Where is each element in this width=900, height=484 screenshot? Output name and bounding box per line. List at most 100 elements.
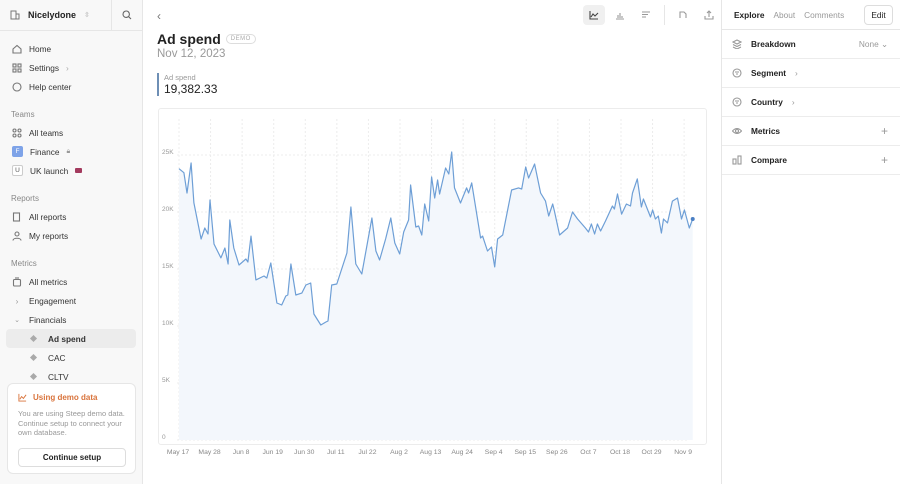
x-tick-label: Sep 26 [546, 449, 568, 456]
refresh-icon [679, 11, 687, 18]
nav-label: CLTV [48, 371, 69, 382]
x-tick-label: Sep 4 [484, 449, 503, 456]
divider [664, 5, 665, 25]
segment-row[interactable]: Segment › [722, 59, 900, 88]
nav-team-finance[interactable]: F Finance 🔒︎ [6, 142, 136, 161]
nav-team-uk-launch[interactable]: U UK launch [6, 161, 136, 180]
nav-all-teams[interactable]: All teams [6, 123, 136, 142]
x-tick-label: Jun 8 [232, 449, 250, 456]
add-metric-button[interactable]: + [880, 124, 888, 138]
nav-label: CAC [48, 352, 66, 363]
help-icon [12, 81, 22, 92]
share-icon [704, 10, 714, 20]
nav-label: All metrics [29, 276, 68, 287]
team-badge: U [12, 165, 23, 176]
chart: 0 5K 10K 15K 20K 25K [158, 108, 707, 445]
add-compare-button[interactable]: + [880, 153, 888, 167]
x-tick-label: Nov 9 [674, 449, 692, 456]
tab-comments[interactable]: Comments [804, 9, 845, 20]
nav-label: All teams [29, 127, 64, 138]
nav-all-metrics[interactable]: All metrics [6, 272, 136, 291]
row-label: Segment [751, 68, 787, 78]
row-label: Metrics [751, 126, 781, 136]
continue-setup-button[interactable]: Continue setup [18, 447, 126, 467]
filter-icon [732, 97, 742, 107]
edit-button[interactable]: Edit [864, 5, 893, 25]
y-tick-label: 15K [162, 263, 174, 270]
y-tick-label: 10K [162, 320, 174, 327]
chevron-right-icon: › [65, 62, 69, 73]
nav-financials[interactable]: ⌄ Financials [6, 310, 136, 329]
row-label: Compare [751, 155, 787, 165]
home-icon [12, 44, 22, 54]
country-row[interactable]: Country › [722, 88, 900, 117]
chevron-right-icon: › [795, 68, 798, 78]
sync-button[interactable] [672, 5, 694, 25]
back-button[interactable]: ‹ [157, 9, 161, 23]
nav-home[interactable]: Home [6, 39, 136, 58]
filter-icon [732, 68, 742, 78]
line-chart-button[interactable] [583, 5, 605, 25]
date-label: Nov 12, 2023 [157, 48, 226, 60]
nav-label: My reports [29, 230, 69, 241]
page-title: Ad spend [157, 31, 221, 47]
chevron-updown-icon: ⇳ [84, 12, 90, 19]
x-tick-label: Aug 13 [419, 449, 442, 456]
nav-all-reports[interactable]: All reports [6, 207, 136, 226]
kpi-label: Ad spend [164, 73, 196, 82]
nav-help-center[interactable]: Help center [6, 77, 136, 96]
nav-settings[interactable]: Settings › [6, 58, 136, 77]
nav-label: UK launch [30, 165, 69, 176]
x-tick-label: Jun 30 [294, 449, 315, 456]
compare-row[interactable]: Compare + [722, 146, 900, 175]
nav-cac[interactable]: CAC [6, 348, 136, 367]
grid-icon [12, 127, 22, 138]
demo-title: Using demo data [33, 393, 98, 402]
tab-about[interactable]: About [773, 9, 796, 20]
nav-label: Home [29, 43, 52, 54]
nav-label: All reports [29, 211, 67, 222]
team-badge: F [12, 146, 23, 157]
row-label: Breakdown [751, 39, 796, 49]
bar-chart-button[interactable] [609, 5, 631, 25]
compare-icon [732, 155, 742, 165]
layers-icon [732, 39, 742, 49]
nav-label: Help center [29, 81, 72, 92]
table-view-button[interactable] [635, 5, 657, 25]
eye-icon [732, 127, 742, 135]
share-button[interactable] [698, 5, 720, 25]
diamond-icon [29, 334, 38, 343]
nav-my-reports[interactable]: My reports [6, 226, 136, 245]
chart-line-icon [18, 393, 27, 402]
last-point [690, 217, 695, 222]
main: ‹ Ad spend DEMO Nov 12, 2023 Ad spend 19,… [143, 0, 721, 484]
reports-heading: Reports [11, 194, 40, 203]
tab-explore[interactable]: Explore [734, 9, 765, 20]
demo-data-card: Using demo data You are using Steep demo… [7, 383, 136, 474]
chevron-down-icon: ⌄ [14, 316, 20, 324]
series-line [178, 151, 694, 326]
x-tick-label: Jun 19 [262, 449, 283, 456]
x-tick-label: May 28 [198, 449, 221, 456]
x-tick-label: Jul 11 [327, 449, 345, 456]
search-button[interactable] [112, 10, 142, 20]
breakdown-select[interactable]: None ⌄ [858, 39, 888, 49]
line-chart: 0 5K 10K 15K 20K 25K [162, 119, 695, 441]
diamond-icon [29, 372, 38, 381]
building-icon [10, 10, 20, 20]
x-tick-label: Oct 18 [609, 449, 630, 456]
nav-ad-spend[interactable]: Ad spend [6, 329, 136, 348]
x-tick-label: Jul 22 [358, 449, 377, 456]
metrics-row[interactable]: Metrics + [722, 117, 900, 146]
x-tick-label: May 17 [166, 449, 190, 456]
chart-toolbar [583, 5, 720, 25]
nav-engagement[interactable]: › Engagement [6, 291, 136, 310]
x-tick-label: Oct 29 [641, 449, 662, 456]
nav-label: Ad spend [48, 333, 86, 344]
x-tick-label: Oct 7 [580, 449, 597, 456]
org-switcher[interactable]: Nicelydone ⇳ [0, 0, 112, 30]
teams-heading: Teams [11, 110, 35, 119]
nav-cltv[interactable]: CLTV [6, 367, 136, 386]
line-chart-icon [589, 11, 599, 20]
breakdown-row[interactable]: Breakdown None ⌄ [722, 30, 900, 59]
